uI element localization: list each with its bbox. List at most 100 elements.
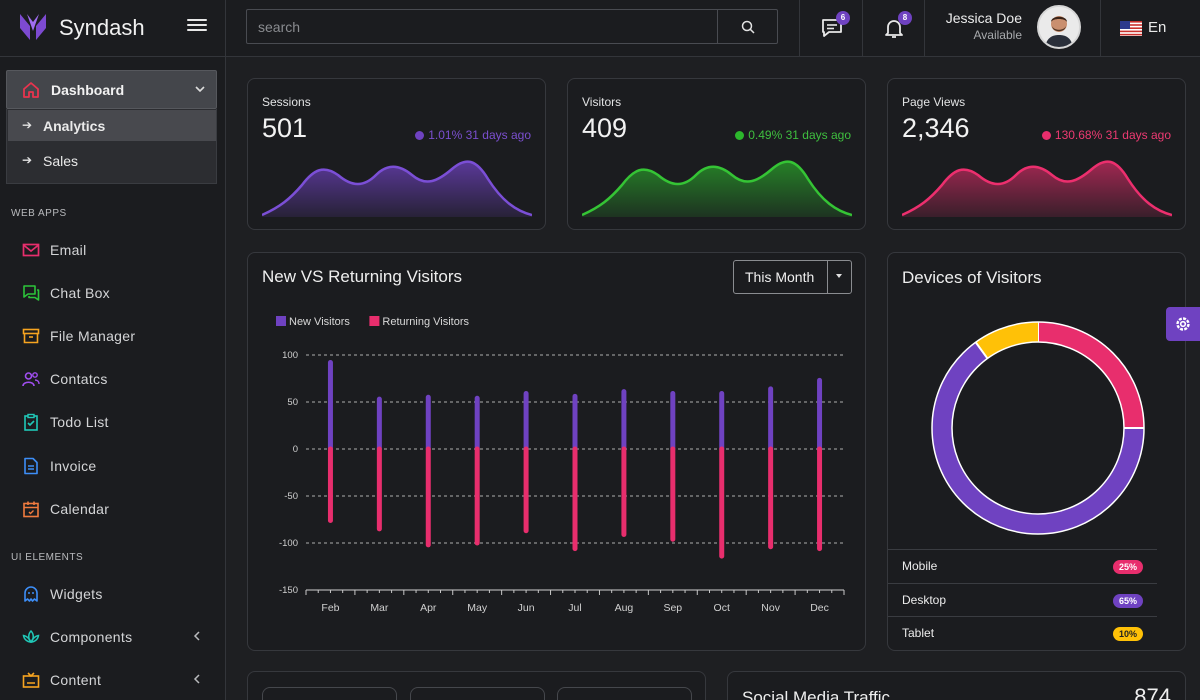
search-button[interactable] xyxy=(717,10,777,43)
divider xyxy=(1100,0,1101,57)
y-tick-label: -50 xyxy=(284,491,298,502)
sidebar-item-file-manager[interactable]: File Manager xyxy=(0,316,225,356)
stat-card-visitors: Visitors 409 0.49% 31 days ago xyxy=(567,78,866,230)
visitors-sparkline xyxy=(582,160,852,217)
device-percent-badge: 65% xyxy=(1112,594,1143,608)
sidebar-item-label: Components xyxy=(50,629,133,645)
ghost-icon xyxy=(24,586,38,602)
contacts-icon xyxy=(22,372,40,387)
sidebar-item-calendar[interactable]: Calendar xyxy=(0,489,225,529)
stat-delta-text: 130.68% 31 days ago xyxy=(1054,128,1171,142)
donut-slice-desktop xyxy=(932,342,1144,534)
dashboard-submenu: ➔ Analytics ➔ Sales xyxy=(6,109,217,184)
gear-icon xyxy=(1176,317,1190,331)
caret-down-icon[interactable] xyxy=(836,274,842,278)
legend-label: Returning Visitors xyxy=(382,316,469,328)
legend-swatch xyxy=(369,316,380,326)
x-tick-label: Dec xyxy=(810,602,829,614)
donut-slice-tablet xyxy=(975,322,1039,359)
stat-label: Page Views xyxy=(902,95,966,109)
sidebar-item-label: Calendar xyxy=(50,501,110,517)
x-tick-label: Aug xyxy=(615,602,634,614)
divider xyxy=(862,0,863,57)
devices-title: Devices of Visitors xyxy=(902,268,1042,287)
messages-badge: 6 xyxy=(836,11,850,25)
x-tick-label: Oct xyxy=(714,602,730,614)
sidebar-item-label: Widgets xyxy=(50,586,103,602)
device-percent-badge: 25% xyxy=(1112,560,1143,574)
stat-label: Sessions xyxy=(262,95,311,109)
language-label: En xyxy=(1148,19,1167,36)
divider xyxy=(827,261,828,293)
sidebar-item-label: Chat Box xyxy=(50,285,110,301)
stat-delta-text: 1.01% 31 days ago xyxy=(428,128,531,142)
search-input[interactable] xyxy=(247,10,719,43)
mini-stat-box xyxy=(410,687,545,700)
user-name: Jessica Doe xyxy=(945,10,1022,26)
stat-label: Visitors xyxy=(582,95,622,109)
arrow-up-icon xyxy=(735,131,745,140)
notifications-button[interactable]: 8 xyxy=(880,11,912,42)
calendar-icon xyxy=(23,501,39,518)
sidebar-item-label: Contatcs xyxy=(50,371,108,387)
stat-value: 501 xyxy=(262,113,308,143)
menu-toggle-icon[interactable] xyxy=(187,16,207,36)
sidebar-item-content[interactable]: Content xyxy=(0,660,225,700)
sidebar-item-contacts[interactable]: Contatcs xyxy=(0,359,225,399)
arrow-right-icon: ➔ xyxy=(22,153,33,167)
stat-card-sessions: Sessions 501 1.01% 31 days ago xyxy=(247,78,546,230)
invoice-icon xyxy=(24,457,38,475)
sidebar-item-todo-list[interactable]: Todo List xyxy=(0,402,225,442)
stat-delta: 1.01% 31 days ago xyxy=(415,128,531,142)
sidebar-item-label: Dashboard xyxy=(51,82,125,98)
brand: Syndash xyxy=(0,0,226,57)
sidebar-item-sales[interactable]: ➔ Sales xyxy=(8,145,216,176)
messages-button[interactable]: 6 xyxy=(818,11,850,42)
device-row-desktop: Desktop 65% xyxy=(888,583,1157,616)
y-tick-label: 0 xyxy=(293,444,298,455)
clipboard-icon xyxy=(24,413,38,431)
avatar[interactable] xyxy=(1037,5,1081,49)
stat-card-page-views: Page Views 2,346 130.68% 31 days ago xyxy=(887,78,1186,230)
y-tick-label: 100 xyxy=(282,350,298,361)
period-label: This Month xyxy=(745,269,815,285)
chart-title: New VS Returning Visitors xyxy=(262,267,462,286)
chevron-left-icon xyxy=(193,631,200,641)
chevron-left-icon xyxy=(193,674,200,684)
user-menu[interactable]: Jessica Doe Available xyxy=(924,0,1100,57)
settings-button[interactable] xyxy=(1166,307,1200,341)
donut-separator xyxy=(974,341,989,360)
sidebar-item-label: File Manager xyxy=(50,328,136,344)
period-dropdown[interactable]: This Month xyxy=(733,260,852,294)
divider xyxy=(799,0,800,57)
sidebar-item-invoice[interactable]: Invoice xyxy=(0,446,225,486)
envelope-icon xyxy=(22,243,40,257)
logo-icon xyxy=(20,14,46,40)
sidebar-item-email[interactable]: Email xyxy=(0,230,225,270)
sidebar-item-dashboard[interactable]: Dashboard xyxy=(6,70,217,109)
donut-chart xyxy=(931,321,1145,535)
social-traffic-card: Social Media Traffic 874 xyxy=(727,671,1186,700)
section-label-web-apps: WEB APPS xyxy=(11,208,67,219)
mini-stat-box xyxy=(262,687,397,700)
tv-icon xyxy=(22,672,40,688)
bell-icon xyxy=(885,20,903,38)
sidebar-item-label: Todo List xyxy=(50,414,109,430)
search-icon xyxy=(741,20,755,34)
sidebar-item-chat-box[interactable]: Chat Box xyxy=(0,273,225,313)
x-tick-label: Feb xyxy=(321,602,339,614)
social-title: Social Media Traffic xyxy=(742,688,891,700)
sidebar-item-components[interactable]: Components xyxy=(0,617,225,657)
arrow-down-icon xyxy=(1041,131,1051,140)
x-tick-label: Jun xyxy=(518,602,535,614)
sidebar-item-analytics[interactable]: ➔ Analytics xyxy=(8,110,216,141)
sidebar-item-widgets[interactable]: Widgets xyxy=(0,574,225,614)
legend-swatch xyxy=(276,316,286,326)
chevron-down-icon xyxy=(195,86,205,93)
bar-chart: New Visitors Returning Visitors 100 50 0 -50 -… xyxy=(276,316,845,614)
home-icon xyxy=(23,82,39,98)
sidebar-item-label: Sales xyxy=(43,153,79,169)
brand-name: Syndash xyxy=(59,15,145,40)
us-flag-icon xyxy=(1120,21,1142,36)
page-views-sparkline xyxy=(902,160,1172,217)
